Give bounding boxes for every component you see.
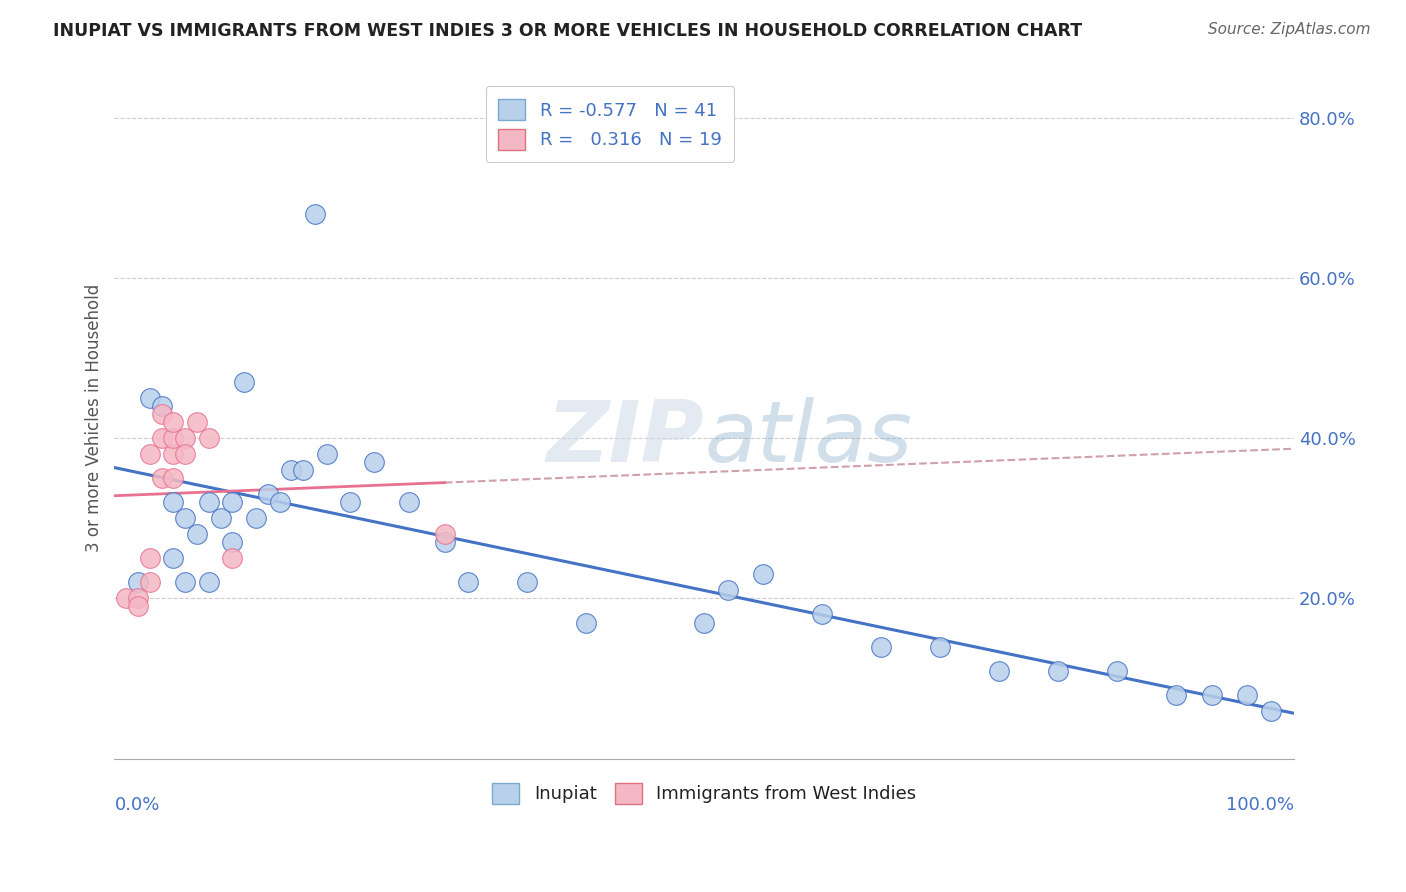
Point xyxy=(1107,664,1129,678)
Point xyxy=(752,567,775,582)
Point xyxy=(988,664,1011,678)
Point xyxy=(245,511,267,525)
Point xyxy=(1236,688,1258,702)
Point xyxy=(221,535,243,549)
Text: 0.0%: 0.0% xyxy=(114,797,160,814)
Point xyxy=(292,463,315,477)
Point xyxy=(150,431,173,445)
Point xyxy=(433,527,456,541)
Text: ZIP: ZIP xyxy=(547,397,704,480)
Point xyxy=(115,591,138,606)
Legend: Inupiat, Immigrants from West Indies: Inupiat, Immigrants from West Indies xyxy=(485,776,924,811)
Point xyxy=(870,640,893,654)
Point xyxy=(269,495,291,509)
Point xyxy=(162,415,184,429)
Point xyxy=(162,551,184,566)
Point xyxy=(139,447,162,461)
Point xyxy=(174,431,197,445)
Point xyxy=(693,615,716,630)
Text: Source: ZipAtlas.com: Source: ZipAtlas.com xyxy=(1208,22,1371,37)
Point xyxy=(575,615,598,630)
Text: atlas: atlas xyxy=(704,397,912,480)
Point xyxy=(174,511,197,525)
Y-axis label: 3 or more Vehicles in Household: 3 or more Vehicles in Household xyxy=(86,284,103,552)
Text: INUPIAT VS IMMIGRANTS FROM WEST INDIES 3 OR MORE VEHICLES IN HOUSEHOLD CORRELATI: INUPIAT VS IMMIGRANTS FROM WEST INDIES 3… xyxy=(53,22,1083,40)
Point xyxy=(929,640,952,654)
Point xyxy=(127,599,149,614)
Point xyxy=(197,431,219,445)
Point xyxy=(150,399,173,413)
Point xyxy=(162,495,184,509)
Point xyxy=(280,463,302,477)
Point xyxy=(186,527,208,541)
Point xyxy=(139,391,162,405)
Point xyxy=(516,575,538,590)
Point xyxy=(162,447,184,461)
Point xyxy=(162,471,184,485)
Point xyxy=(221,551,243,566)
Point xyxy=(186,415,208,429)
Point xyxy=(197,575,219,590)
Point xyxy=(1166,688,1188,702)
Point xyxy=(304,207,326,221)
Point xyxy=(717,583,740,598)
Point xyxy=(197,495,219,509)
Point xyxy=(398,495,420,509)
Point xyxy=(162,431,184,445)
Point xyxy=(1201,688,1223,702)
Point xyxy=(209,511,232,525)
Point xyxy=(127,591,149,606)
Point xyxy=(433,535,456,549)
Point xyxy=(127,575,149,590)
Point xyxy=(1260,704,1282,718)
Point xyxy=(457,575,479,590)
Point xyxy=(233,375,256,389)
Point xyxy=(150,407,173,421)
Point xyxy=(363,455,385,469)
Point xyxy=(315,447,337,461)
Point xyxy=(1047,664,1070,678)
Point xyxy=(174,575,197,590)
Point xyxy=(811,607,834,622)
Point xyxy=(139,551,162,566)
Point xyxy=(174,447,197,461)
Text: 100.0%: 100.0% xyxy=(1226,797,1294,814)
Point xyxy=(221,495,243,509)
Point xyxy=(150,471,173,485)
Point xyxy=(139,575,162,590)
Point xyxy=(256,487,278,501)
Point xyxy=(339,495,361,509)
